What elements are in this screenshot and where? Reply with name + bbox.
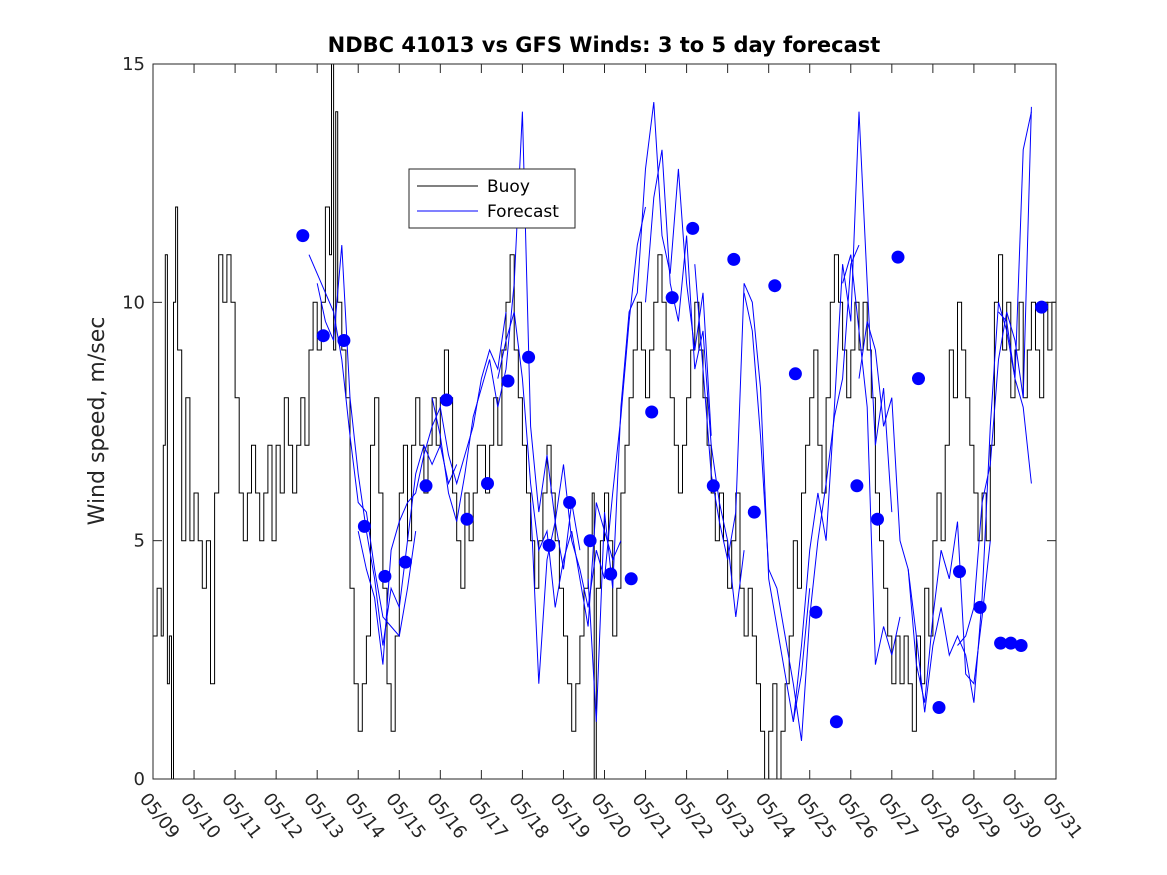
- forecast-run-line-1: [316, 245, 458, 646]
- forecast-marker-24: [788, 367, 802, 381]
- forecast-marker-30: [912, 372, 925, 386]
- y-tick-label-3: 15: [122, 54, 145, 75]
- forecast-marker-28: [871, 512, 884, 526]
- forecast-marker-26: [829, 715, 843, 729]
- forecast-marker-12: [542, 538, 556, 552]
- plot-area: [153, 64, 1056, 779]
- legend-buoy-label: Buoy: [487, 177, 530, 197]
- forecast-marker-27: [850, 479, 864, 493]
- forecast-run-line-15: [998, 311, 1032, 484]
- forecast-run-line-12: [858, 321, 991, 703]
- forecast-run-line-6: [587, 102, 712, 722]
- forecast-run-line-2: [357, 311, 507, 665]
- forecast-marker-10: [501, 374, 515, 388]
- forecast-marker-32: [953, 565, 966, 579]
- forecast-marker-31: [932, 701, 946, 714]
- y-tick-label-2: 10: [122, 292, 145, 313]
- y-tick-label-1: 5: [134, 531, 145, 552]
- forecast-run-line-11: [842, 254, 901, 665]
- forecast-marker-18: [665, 291, 679, 305]
- chart-title: NDBC 41013 vs GFS Winds: 3 to 5 day fore…: [328, 33, 881, 57]
- forecast-marker-3: [357, 519, 371, 533]
- forecast-run-line-13: [907, 111, 1032, 713]
- forecast-run-line-14: [957, 106, 1032, 646]
- legend: Buoy Forecast: [408, 168, 576, 229]
- forecast-marker-0: [296, 229, 310, 243]
- forecast-marker-17: [645, 405, 659, 419]
- forecast-marker-37: [1035, 300, 1049, 314]
- forecast-marker-8: [460, 512, 474, 526]
- forecast-marker-23: [768, 279, 782, 293]
- forecast-marker-6: [419, 479, 433, 493]
- legend-box: [408, 168, 576, 229]
- forecast-marker-33: [973, 600, 987, 614]
- forecast-marker-21: [727, 252, 741, 266]
- forecast-marker-15: [604, 567, 618, 581]
- forecast-marker-1: [316, 329, 330, 343]
- forecast-marker-35: [1004, 636, 1018, 650]
- forecast-marker-2: [337, 334, 351, 347]
- forecast-marker-16: [624, 572, 638, 586]
- forecast-marker-29: [891, 250, 905, 264]
- forecast-marker-36: [1014, 639, 1028, 652]
- forecast-marker-9: [481, 477, 494, 490]
- forecast-marker-25: [809, 605, 823, 619]
- forecast-marker-34: [994, 636, 1008, 650]
- forecast-marker-11: [522, 350, 536, 364]
- forecast-marker-19: [686, 221, 700, 235]
- forecast-run-line-4: [497, 311, 622, 627]
- y-axis-label: Wind speed, m/sec: [85, 317, 110, 526]
- forecast-marker-7: [440, 393, 453, 407]
- forecast-run-line-7: [645, 149, 745, 617]
- plot-layer: [153, 63, 1056, 780]
- forecast-run-line-10: [792, 111, 893, 722]
- forecast-marker-5: [398, 555, 412, 569]
- y-tick-label-0: 0: [134, 769, 145, 790]
- forecast-run-line-0: [308, 254, 417, 638]
- forecast-marker-20: [706, 479, 720, 493]
- buoy-series-line: [153, 63, 1056, 780]
- forecast-marker-13: [563, 496, 577, 509]
- forecast-marker-4: [378, 569, 392, 583]
- legend-forecast-label: Forecast: [487, 202, 559, 222]
- forecast-marker-22: [747, 505, 761, 519]
- forecast-run-line-9: [743, 244, 860, 741]
- forecast-marker-14: [583, 534, 597, 548]
